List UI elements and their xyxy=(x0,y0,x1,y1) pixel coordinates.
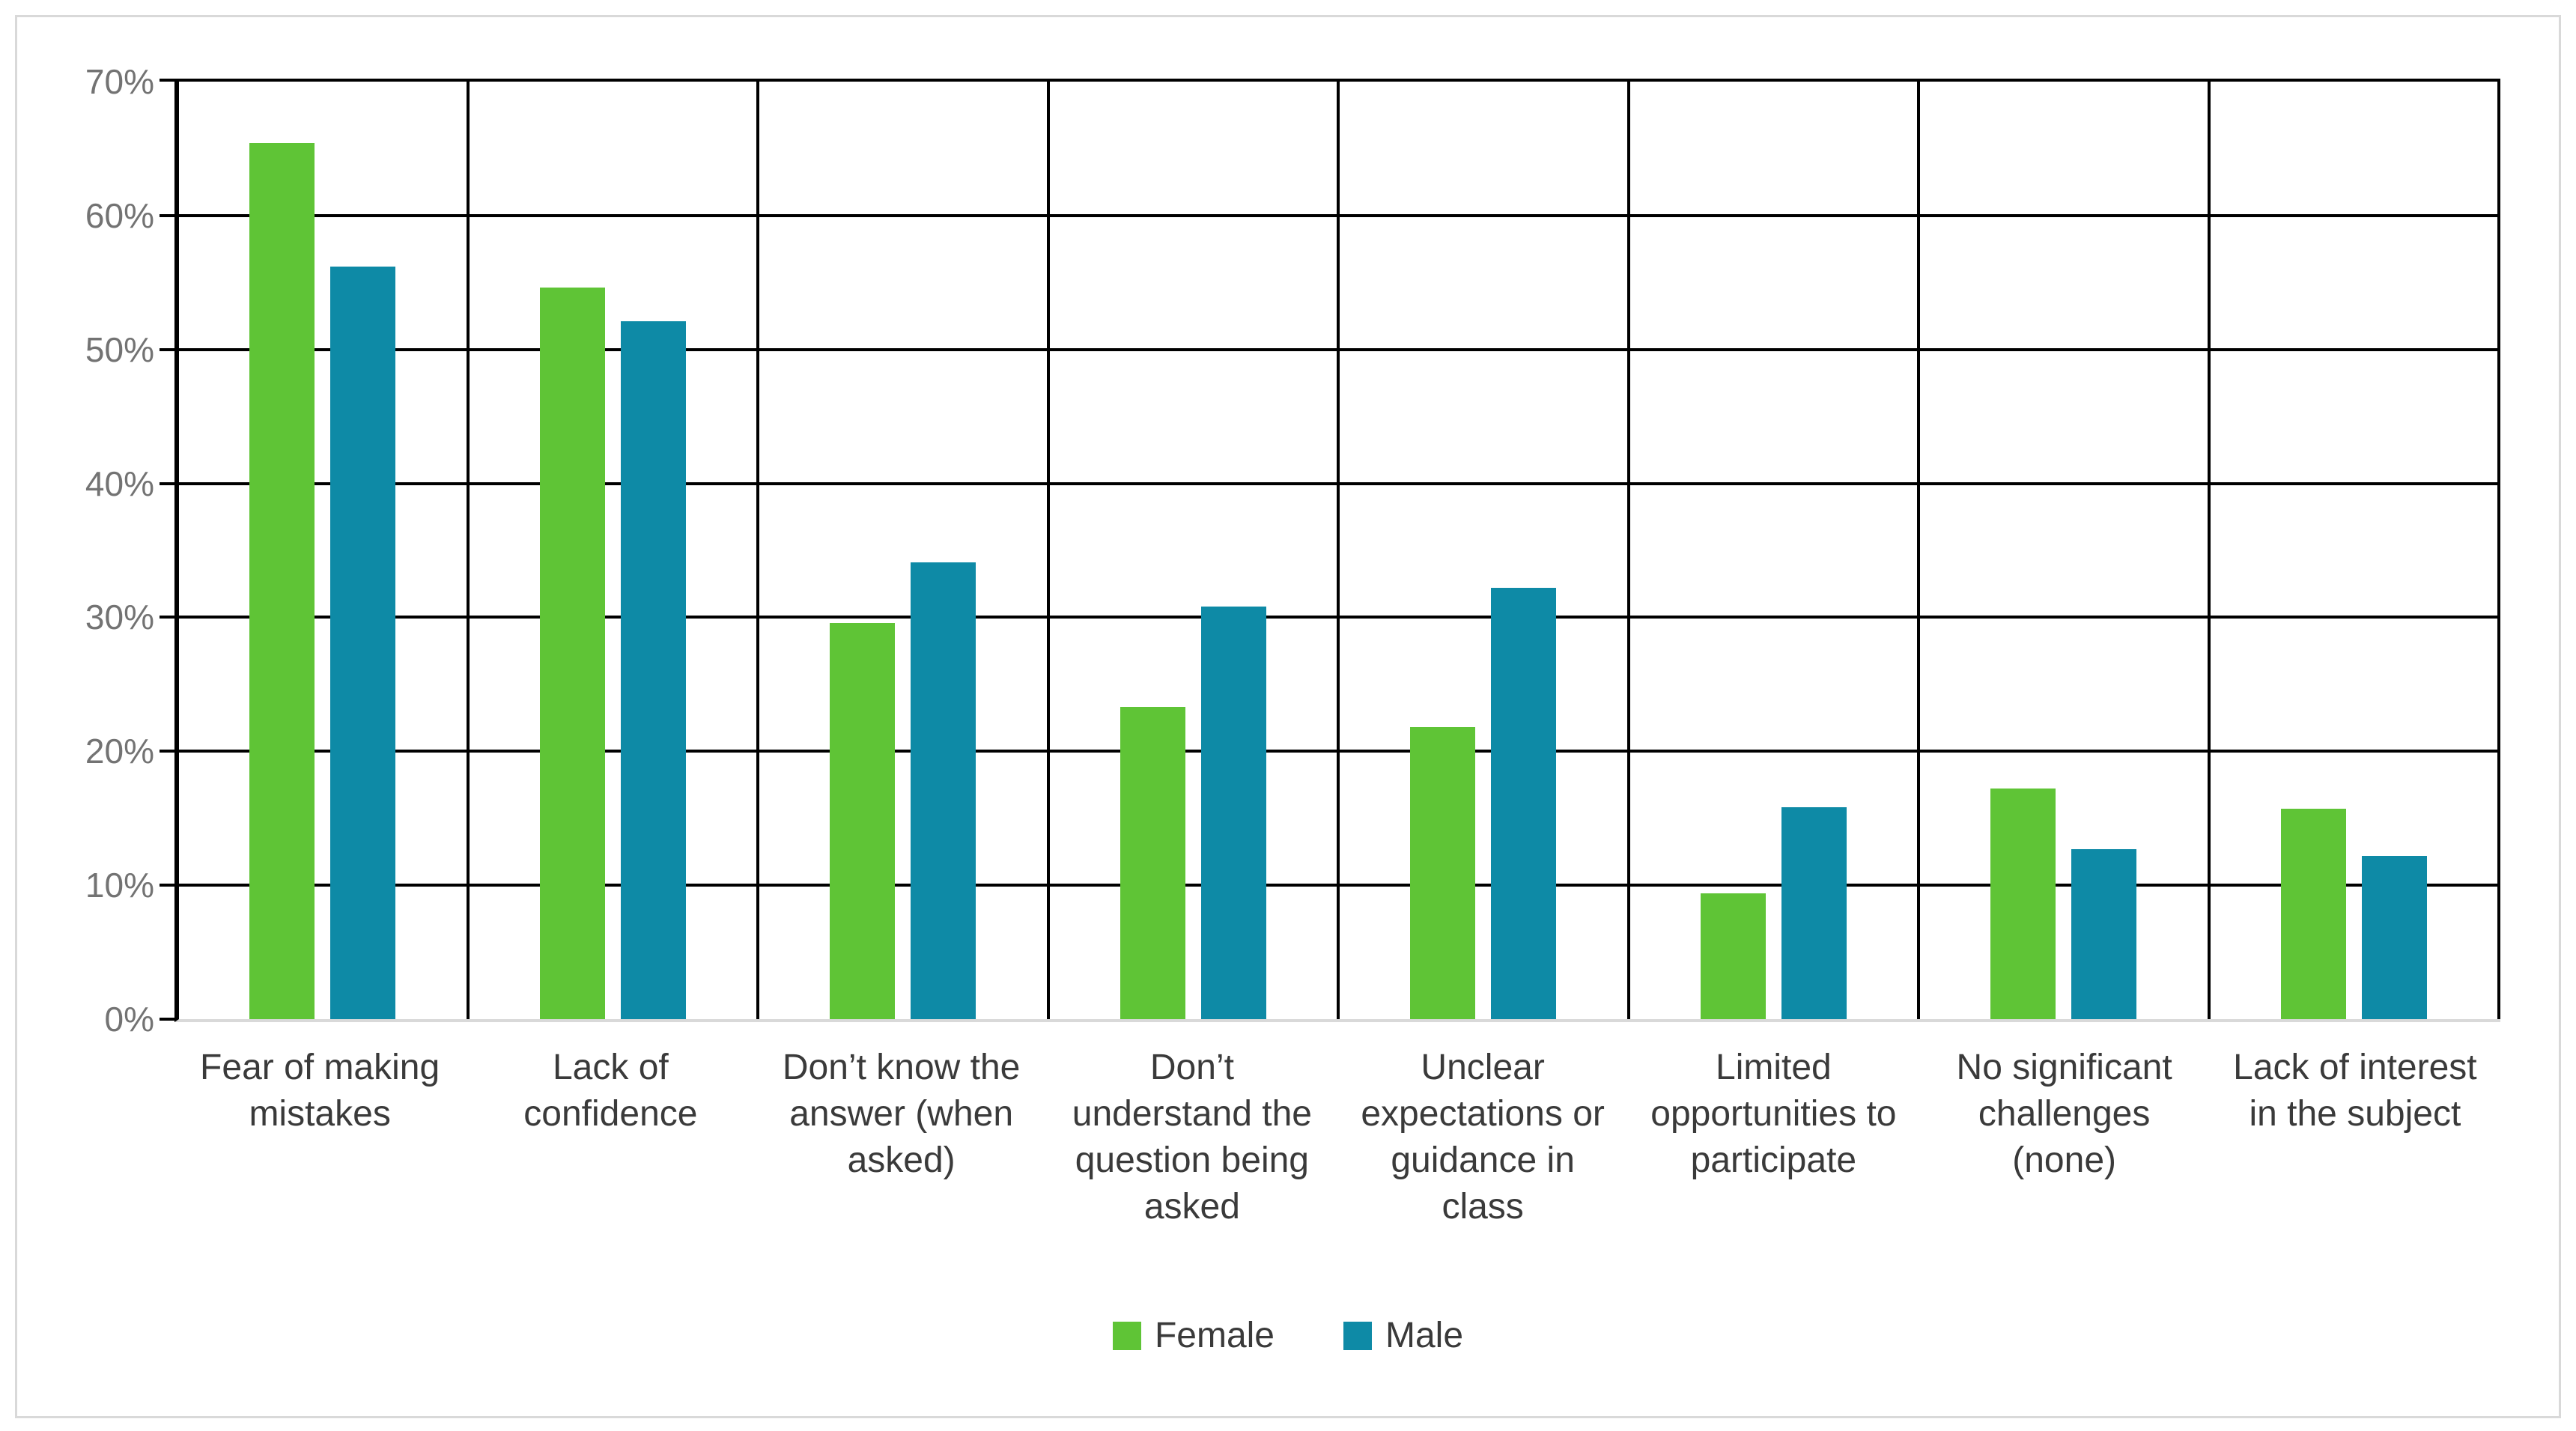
x-axis-label: Limited opportunities to participate xyxy=(1650,1048,1897,1180)
bar-male xyxy=(620,321,686,1019)
y-axis-tick-label: 60% xyxy=(85,195,154,235)
y-axis-tick-label: 10% xyxy=(85,866,154,905)
x-axis-label: Don’t know the answer (when asked) xyxy=(782,1048,1021,1180)
legend-item-male: Male xyxy=(1343,1315,1463,1356)
bar-female xyxy=(1700,893,1766,1019)
y-axis-tick-label: 50% xyxy=(85,329,154,369)
y-axis-tick xyxy=(160,750,174,753)
bar-female xyxy=(539,288,605,1019)
y-axis-tick-label: 20% xyxy=(85,732,154,771)
y-axis-tick-label: 0% xyxy=(104,1000,154,1039)
h-gridline xyxy=(179,213,2500,217)
bars-layer xyxy=(179,82,2500,1019)
y-axis-tick xyxy=(160,1018,174,1021)
category-cell xyxy=(179,82,470,1019)
legend-label-male: Male xyxy=(1385,1316,1464,1355)
legend-item-female: Female xyxy=(1112,1315,1275,1356)
h-gridline xyxy=(179,750,2500,753)
y-axis-tick-label: 40% xyxy=(85,464,154,503)
x-axis-label: Lack of confidence xyxy=(523,1048,698,1134)
legend-swatch-female xyxy=(1112,1321,1141,1350)
h-gridline xyxy=(179,481,2500,485)
bar-male xyxy=(330,267,396,1019)
category-cell xyxy=(470,82,759,1019)
bar-female xyxy=(1120,707,1185,1019)
bar-male xyxy=(2361,856,2427,1019)
x-axis-labels: Fear of making mistakes Lack of confidenc… xyxy=(174,1045,2500,1230)
category-cell xyxy=(1630,82,1920,1019)
legend: Female Male xyxy=(0,1315,2576,1356)
bar-male xyxy=(2071,849,2137,1019)
x-axis-label: Fear of making mistakes xyxy=(200,1048,440,1134)
plot-area xyxy=(174,79,2500,1022)
bar-male xyxy=(1491,588,1557,1019)
bar-female xyxy=(1990,789,2056,1019)
y-axis-tick-label: 70% xyxy=(85,62,154,101)
y-axis-tick xyxy=(160,213,174,217)
y-axis-tick xyxy=(160,347,174,351)
bar-male xyxy=(911,562,976,1019)
category-cell xyxy=(1920,82,2211,1019)
bar-male xyxy=(1200,607,1266,1019)
bar-female xyxy=(830,623,896,1019)
category-cell xyxy=(2211,82,2500,1019)
legend-swatch-male xyxy=(1343,1321,1372,1350)
legend-label-female: Female xyxy=(1154,1316,1275,1355)
bar-female xyxy=(2280,809,2346,1019)
x-axis-label: Unclear expectations or guidance in clas… xyxy=(1361,1048,1605,1227)
x-axis-label: Lack of interest in the subject xyxy=(2233,1048,2477,1134)
x-axis-label: No significant challenges (none) xyxy=(1956,1048,2172,1180)
category-cell xyxy=(1050,82,1340,1019)
y-axis-tick xyxy=(160,616,174,619)
category-cell xyxy=(759,82,1050,1019)
x-axis-label: Don’t understand the question being aske… xyxy=(1072,1048,1312,1227)
bar-female xyxy=(1410,727,1476,1019)
chart-outer-frame xyxy=(15,15,2561,1418)
y-axis-tick xyxy=(160,884,174,887)
category-cell xyxy=(1340,82,1630,1019)
h-gridline xyxy=(179,884,2500,887)
y-axis-tick-label: 30% xyxy=(85,598,154,637)
h-gridline xyxy=(179,347,2500,351)
bar-male xyxy=(1781,807,1847,1019)
y-axis-tick xyxy=(160,79,174,82)
bar-female xyxy=(249,143,315,1019)
h-gridline xyxy=(179,616,2500,619)
y-axis-tick xyxy=(160,481,174,485)
